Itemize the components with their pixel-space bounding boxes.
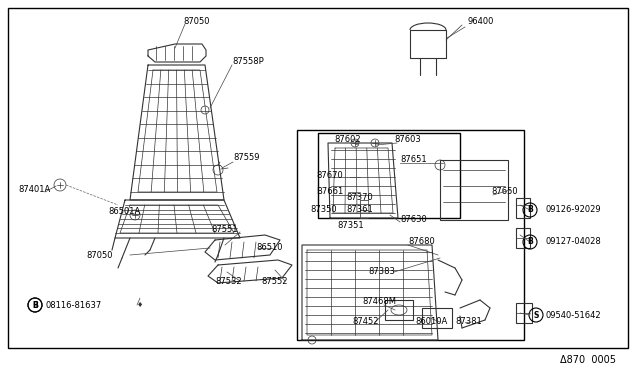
Text: 86510: 86510 (256, 244, 282, 253)
Text: 87361: 87361 (346, 205, 372, 215)
Text: ♦: ♦ (137, 302, 143, 308)
Bar (297, 130, 524, 340)
Text: 87558P: 87558P (232, 58, 264, 67)
Bar (516, 303, 532, 323)
Text: 09126-92029: 09126-92029 (546, 205, 602, 215)
Text: 87670: 87670 (316, 170, 343, 180)
Text: 87650: 87650 (491, 187, 518, 196)
Bar (385, 300, 413, 320)
Text: 87401A: 87401A (18, 185, 51, 193)
Text: 87468M: 87468M (362, 298, 396, 307)
Text: B: B (32, 301, 38, 310)
Text: 87532: 87532 (215, 276, 242, 285)
Text: B7661: B7661 (316, 187, 343, 196)
Text: 09540-51642: 09540-51642 (546, 311, 602, 320)
Text: 87452: 87452 (352, 317, 378, 327)
Text: S: S (533, 311, 539, 320)
Text: 87603: 87603 (394, 135, 420, 144)
Text: 87559: 87559 (233, 154, 259, 163)
Text: 87630: 87630 (400, 215, 427, 224)
Text: 08116-81637: 08116-81637 (46, 301, 102, 310)
Bar (422, 308, 452, 328)
Text: 87680: 87680 (408, 237, 435, 247)
Text: 87370: 87370 (346, 192, 372, 202)
Text: 87552: 87552 (261, 276, 287, 285)
Text: 87602: 87602 (334, 135, 360, 144)
Text: B: B (32, 301, 38, 310)
Text: 87381: 87381 (455, 317, 482, 327)
Bar (410, 30, 446, 58)
Text: 86501A: 86501A (108, 208, 140, 217)
Bar (516, 228, 530, 248)
Text: 87351: 87351 (337, 221, 364, 230)
Text: 87050: 87050 (183, 17, 209, 26)
Text: 87651: 87651 (400, 155, 427, 164)
Text: B: B (527, 237, 533, 247)
Bar (440, 160, 508, 220)
Text: 09127-04028: 09127-04028 (546, 237, 602, 247)
Bar (318, 133, 460, 218)
Text: 87350: 87350 (310, 205, 337, 215)
Text: Δ870  0005: Δ870 0005 (560, 355, 616, 365)
Text: 96400: 96400 (468, 17, 494, 26)
Text: 86010A: 86010A (415, 317, 447, 327)
Bar (516, 198, 530, 218)
Text: 87050: 87050 (86, 250, 113, 260)
Text: 87551: 87551 (211, 225, 237, 234)
Text: B: B (527, 205, 533, 215)
Text: 87383: 87383 (368, 266, 395, 276)
